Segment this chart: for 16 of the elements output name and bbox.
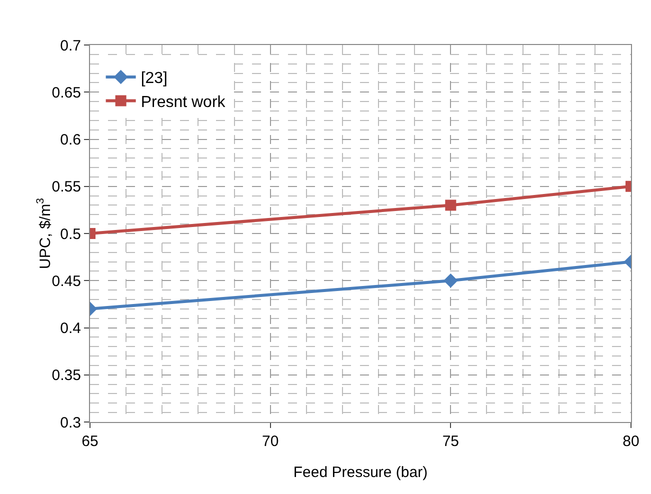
- x-axis-title: Feed Pressure (bar): [293, 464, 428, 481]
- y-tick-label: 0.7: [60, 37, 81, 54]
- y-tick-label: 0.6: [60, 132, 81, 148]
- y-tick-label: 0.5: [60, 226, 81, 243]
- y-tick-label: 0.45: [52, 272, 81, 290]
- x-tick-label: 65: [82, 433, 98, 450]
- y-tick-label: 0.35: [52, 367, 81, 384]
- y-tick-label: 0.3: [60, 414, 81, 432]
- legend-label: Presnt work: [140, 94, 226, 112]
- x-tick-label: 80: [622, 433, 640, 450]
- y-tick-label: 0.65: [52, 84, 81, 102]
- y-tick-label: 0.4: [60, 320, 81, 337]
- legend-label: [23]: [140, 70, 168, 88]
- x-tick-label: 75: [442, 433, 460, 450]
- x-tick-label: 70: [262, 433, 279, 450]
- y-tick-label: 0.55: [52, 178, 81, 196]
